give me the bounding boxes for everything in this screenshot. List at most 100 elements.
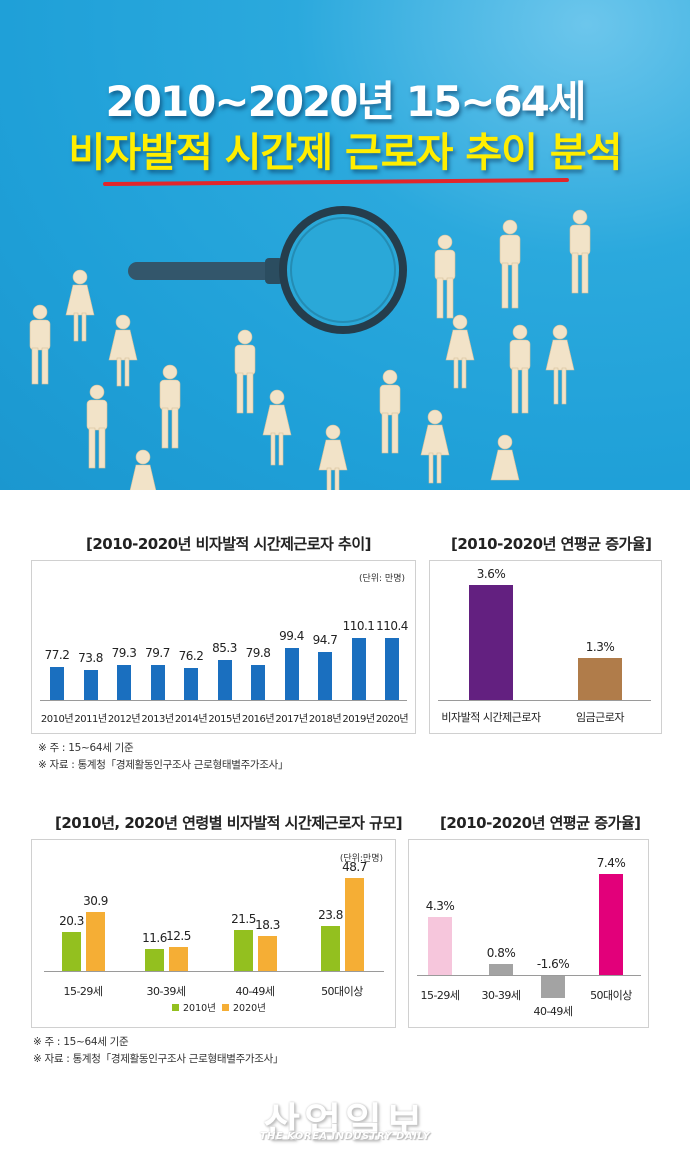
age-value-label: 12.5: [166, 929, 191, 944]
trend-x-label: 2015년: [208, 714, 241, 725]
person-icon: [509, 324, 531, 414]
growth-age-x-label: 50대이상: [590, 989, 632, 1002]
growth-age-chart: 4.3% 15-29세 0.8% 30-39세 -1.6% 40-49세 7.4% 50대이상: [408, 839, 649, 1028]
logo-korean: 산업일보: [263, 1100, 427, 1146]
trend-x-label: 2011년: [74, 714, 107, 725]
age-x-label: 50대이상: [321, 985, 363, 998]
person-icon: [86, 384, 108, 469]
person-icon: [545, 324, 575, 405]
trend-bar: [150, 665, 165, 700]
age-bar-2010년: [62, 932, 81, 971]
trend-x-label: 2019년: [342, 714, 375, 725]
section1-source: ※ 자료 : 통계청「경제활동인구조사 근로형태별주가조사」: [38, 759, 289, 771]
trend-x-label: 2013년: [141, 714, 174, 725]
age-x-label: 15-29세: [63, 985, 103, 998]
person-icon: [499, 219, 521, 309]
age-x-label: 30-39세: [146, 985, 186, 998]
age-value-label: 48.7: [342, 860, 367, 875]
age-bar-2010년: [234, 930, 253, 971]
age-value-label: 23.8: [318, 907, 343, 922]
person-icon: [434, 234, 456, 319]
trend-value-label: 73.8: [78, 651, 103, 666]
growth-age-value-label: 4.3%: [425, 898, 455, 913]
person-icon: [129, 449, 157, 490]
trend-bar: [184, 668, 198, 700]
growth-age-x-label: 15-29세: [420, 989, 460, 1002]
hero-banner: 2010~2020년 15~64세 비자발적 시간제 근로자 추이 분석: [0, 0, 690, 490]
age-scale-chart: (단위:만명) 20.3 30.9 15-29세 11.6 12.5 30-39세 21.5…: [31, 839, 396, 1028]
age-bar-2010년: [145, 948, 164, 971]
trend-x-label: 2014년: [174, 714, 208, 725]
trend-x-label: 2017년: [275, 714, 308, 725]
age-value-label: 18.3: [255, 918, 280, 933]
growth-age-bar: [489, 964, 513, 975]
age-value-label: 21.5: [231, 912, 256, 927]
trend-chart-title: [2010-2020년 비자발적 시간제근로자 추이]: [86, 535, 372, 553]
growth-age-bar: [428, 916, 452, 975]
trend-bar: [251, 664, 265, 700]
trend-bar: [117, 665, 131, 700]
growth-total-value-label: 1.3%: [585, 640, 615, 655]
person-icon: [379, 369, 401, 454]
person-icon: [420, 409, 450, 484]
legend-swatch-2010: [172, 1003, 179, 1011]
person-icon: [445, 314, 475, 389]
growth-age-value-label: 0.8%: [486, 946, 516, 961]
growth-total-baseline: [438, 700, 651, 701]
person-icon: [262, 389, 292, 466]
person-icon: [569, 209, 591, 294]
people-magnifier-illustration: [29, 206, 591, 490]
growth-age-title: [2010-2020년 연평균 증가율]: [440, 814, 641, 832]
trend-value-label: 79.7: [145, 646, 170, 661]
growth-total-bar: [578, 658, 622, 700]
section1-note: ※ 주 : 15~64세 기준: [38, 742, 134, 754]
trend-x-label: 2016년: [241, 714, 275, 725]
age-scale-title: [2010년, 2020년 연령별 비자발적 시간제근로자 규모]: [55, 814, 403, 832]
growth-age-x-label: 40-49세: [533, 1004, 573, 1018]
trend-x-label: 2020년: [375, 714, 409, 725]
age-baseline: [44, 971, 384, 972]
logo-english: THE KOREA INDUSTRY DAILY: [259, 1131, 431, 1142]
legend-swatch-2020: [222, 1003, 229, 1011]
trend-x-label: 2018년: [308, 714, 342, 725]
age-value-label: 11.6: [142, 930, 167, 945]
person-icon: [490, 434, 520, 481]
person-icon: [234, 329, 256, 414]
trend-bar: [217, 660, 232, 700]
trend-value-label: 77.2: [44, 648, 70, 663]
growth-total-bar: [469, 584, 513, 700]
growth-age-bar: [599, 874, 623, 975]
trend-x-label: 2012년: [107, 714, 141, 725]
person-icon: [318, 424, 348, 490]
trend-bar: [83, 670, 98, 700]
trend-value-label: 99.4: [279, 628, 304, 643]
growth-total-value-label: 3.6%: [476, 566, 506, 581]
growth-age-x-label: 30-39세: [481, 989, 521, 1002]
trend-value-label: 94.7: [312, 632, 338, 647]
trend-bar: [284, 647, 299, 700]
trend-unit: (단위: 만명): [358, 574, 405, 584]
growth-age-bar: [541, 976, 565, 998]
growth-total-chart: 3.6% 비자발적 시간제근로자 1.3% 임금근로자: [429, 560, 662, 734]
magnifying-glass-icon: [128, 206, 407, 334]
trend-baseline: [40, 700, 407, 701]
section2-note: ※ 주 : 15~64세 기준: [33, 1036, 129, 1048]
age-bar-2020년: [86, 912, 105, 971]
section2-source: ※ 자료 : 통계청「경제활동인구조사 근로형태별주가조사」: [33, 1053, 284, 1065]
growth-total-x-label: 비자발적 시간제근로자: [441, 711, 541, 724]
growth-age-value-label: -1.6%: [536, 957, 570, 971]
growth-age-value-label: 7.4%: [596, 856, 626, 871]
trend-value-label: 76.2: [178, 649, 204, 664]
age-unit: (단위:만명): [339, 854, 383, 864]
legend-2020: 2020년: [222, 1000, 266, 1014]
person-icon: [159, 364, 181, 449]
trend-bar: [351, 638, 366, 700]
trend-chart: (단위: 만명) 77.2 2010년 73.8 2011년 79.3 2012년 79.7…: [31, 560, 416, 734]
person-icon: [65, 269, 95, 342]
age-bar-2020년: [258, 936, 277, 971]
growth-total-x-label: 임금근로자: [575, 711, 625, 724]
age-bar-2020년: [169, 947, 188, 971]
wooden-figures: [29, 209, 591, 490]
trend-value-label: 85.3: [212, 641, 237, 656]
person-icon: [108, 314, 138, 387]
